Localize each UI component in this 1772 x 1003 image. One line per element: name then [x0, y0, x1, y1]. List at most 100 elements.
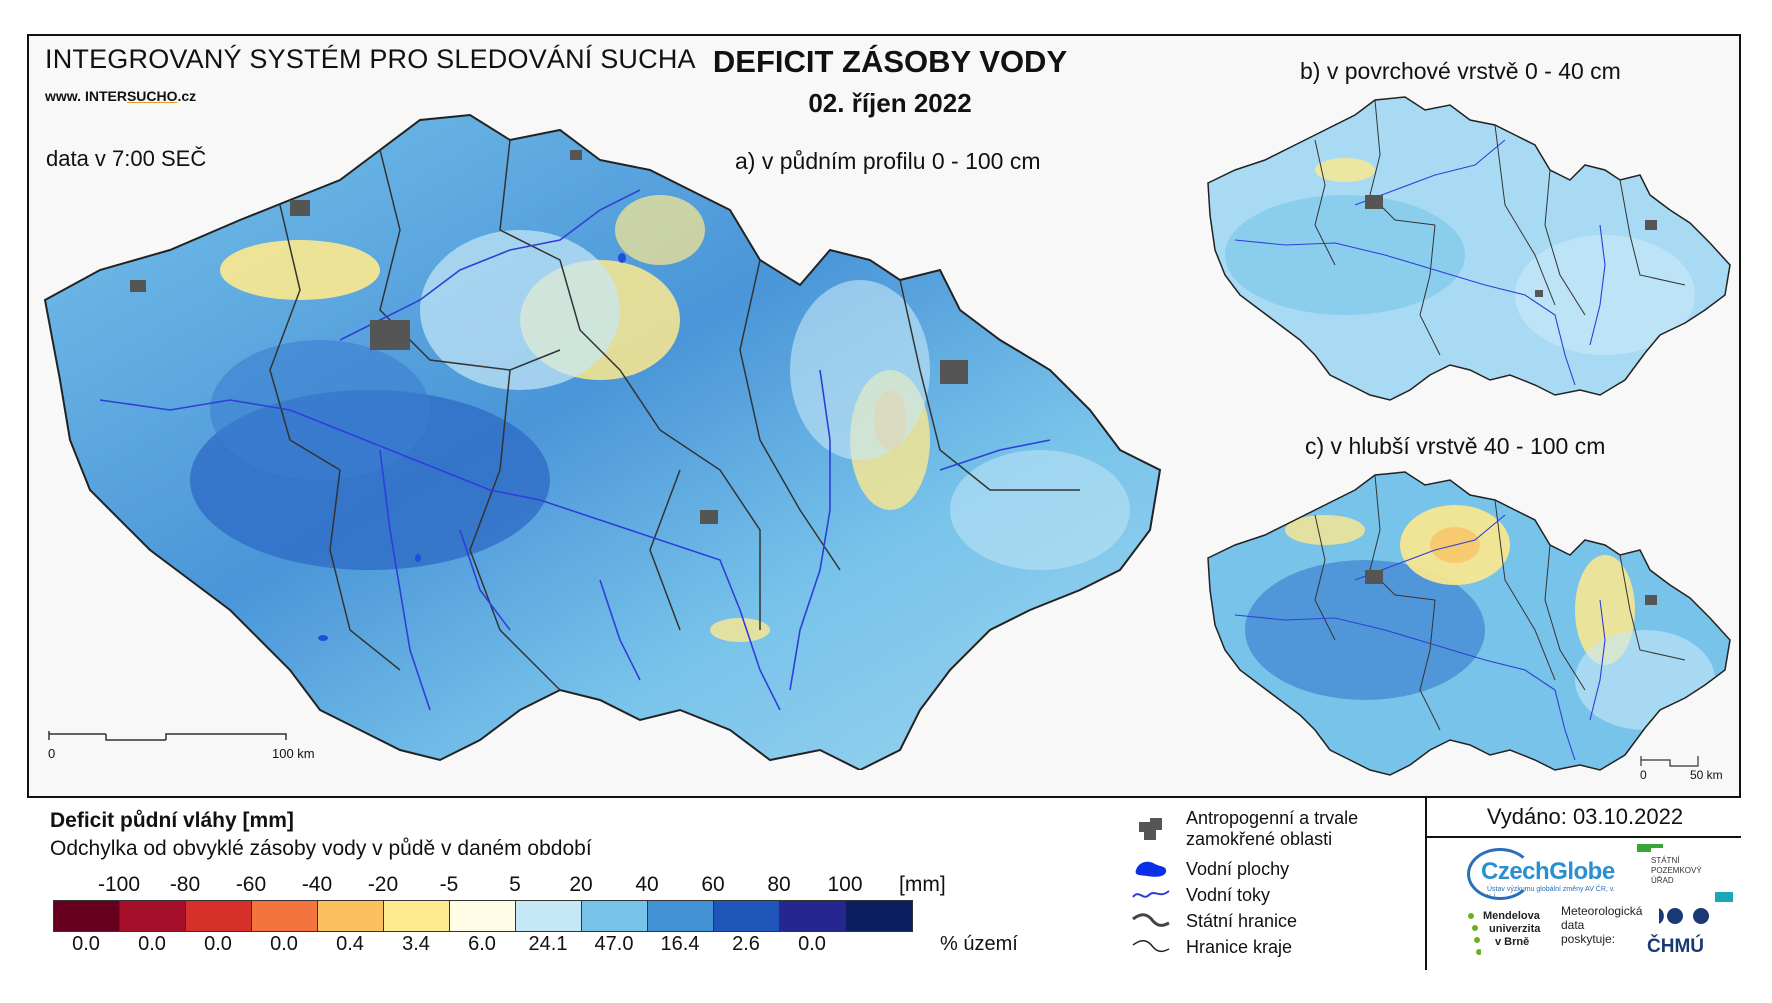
legend-break-label: 100 — [827, 873, 863, 896]
meteo-line3: poskytuje: — [1561, 932, 1616, 946]
surface-map — [1207, 96, 1731, 401]
deep-map — [1207, 471, 1731, 776]
legend-percent: 47.0 — [594, 933, 634, 955]
issued-panel: Vydáno: 03.10.2022 CzechGlobe Ústav výzk… — [1425, 796, 1741, 970]
legend-subtitle: Odchylka od obvyklé zásoby vody v půdě v… — [50, 837, 592, 860]
legend-break-label: 80 — [767, 873, 791, 896]
main-rivers — [99, 189, 1051, 711]
legend-percent: 3.4 — [402, 933, 430, 955]
meteo-line1: Meteorologická — [1561, 904, 1643, 918]
legend-break-label: 20 — [569, 873, 593, 896]
legend-swatch — [120, 901, 186, 931]
legend-break-label: -60 — [235, 873, 267, 896]
symbol-region-border: Hranice kraje — [1130, 934, 1292, 960]
legend-percent: 0.0 — [72, 933, 100, 955]
legend-swatches — [53, 900, 913, 932]
legend-swatch — [648, 901, 714, 931]
legend-break-label: -40 — [301, 873, 333, 896]
legend-panel — [27, 796, 1741, 970]
map-date: 02. říjen 2022 — [808, 88, 972, 118]
legend-percent: 0.0 — [798, 933, 826, 955]
legend-percent: 24.1 — [528, 933, 568, 955]
symbol-state-border-label: Státní hranice — [1186, 910, 1298, 931]
main-water-bodies — [318, 253, 626, 641]
surface-map-label: b) v povrchové vrstvě 0 - 40 cm — [1300, 58, 1621, 84]
main-state-border — [43, 113, 1162, 770]
legend-percent: 16.4 — [660, 933, 700, 955]
legend-break-label: -100 — [97, 873, 141, 896]
legend-break-label: 40 — [635, 873, 659, 896]
mendel-line1: Mendelova — [1483, 910, 1540, 922]
spu-line3: ÚŘAD — [1651, 876, 1674, 885]
symbol-water: Vodní plochy — [1130, 856, 1289, 882]
czechglobe-text: CzechGlobe — [1481, 858, 1615, 885]
main-map-raster — [45, 115, 1160, 770]
small-scale-end: 50 km — [1690, 768, 1723, 782]
legend-swatch — [186, 901, 252, 931]
main-urban-areas — [130, 150, 968, 524]
legend-percent: 6.0 — [468, 933, 496, 955]
main-map — [43, 113, 1162, 770]
mendel-line2: univerzita — [1489, 923, 1541, 935]
symbol-streams: Vodní toky — [1130, 882, 1270, 908]
legend-break-label: -80 — [169, 873, 201, 896]
legend-percent-unit: % území — [940, 933, 1018, 955]
small-scale-start: 0 — [1640, 768, 1647, 782]
legend-title: Deficit půdní vláhy [mm] — [50, 809, 294, 832]
spu-line2: POZEMKOVÝ — [1651, 866, 1702, 875]
legend-break-label: 5 — [509, 873, 521, 896]
small-scale-bar — [1640, 756, 1699, 767]
legend-swatch — [54, 901, 120, 931]
website-sucho: SUCHO — [126, 88, 178, 104]
legend-percent: 0.0 — [270, 933, 298, 955]
main-map-label: a) v půdním profilu 0 - 100 cm — [735, 148, 1041, 174]
czechglobe-logo: CzechGlobe Ústav výzkumu globální změny … — [1467, 848, 1617, 900]
website-inter: INTER — [84, 88, 127, 104]
website-prefix: www. — [45, 88, 82, 104]
mendel-university-logo: Mendelova univerzita v Brně — [1467, 910, 1557, 966]
spu-line1: STÁTNÍ — [1651, 856, 1680, 865]
legend-swatch — [516, 901, 582, 931]
legend-swatch — [582, 901, 648, 931]
symbol-streams-label: Vodní toky — [1186, 884, 1271, 905]
chmu-emblem — [1659, 908, 1709, 924]
mendel-line3: v Brně — [1495, 936, 1530, 948]
data-time-label: data v 7:00 SEČ — [46, 146, 207, 171]
symbol-state-border: Státní hranice — [1130, 908, 1297, 934]
meteo-line2: data — [1561, 918, 1585, 932]
website-link[interactable]: www. INTERSUCHO.cz — [45, 88, 196, 104]
chmu-logo: Meteorologická data poskytuje: ČHMÚ — [1561, 904, 1731, 964]
urban-icon — [1130, 816, 1172, 842]
website-suffix: .cz — [177, 88, 197, 104]
map-title: DEFICIT ZÁSOBY VODY — [712, 44, 1068, 79]
main-scale-end: 100 km — [272, 746, 315, 761]
legend-swatch — [450, 901, 516, 931]
legend-percent: 0.0 — [204, 933, 232, 955]
legend-swatch — [780, 901, 846, 931]
water-body-icon — [1130, 856, 1172, 882]
legend-percent: 0.0 — [138, 933, 166, 955]
system-title: INTEGROVANÝ SYSTÉM PRO SLEDOVÁNÍ SUCHA — [45, 44, 696, 74]
legend-swatch — [252, 901, 318, 931]
main-scale-start: 0 — [48, 746, 56, 761]
region-border-icon — [1130, 934, 1172, 960]
chmu-text: ČHMÚ — [1647, 936, 1704, 957]
issued-date: Vydáno: 03.10.2022 — [1486, 804, 1684, 829]
czechglobe-subtext: Ústav výzkumu globální změny AV ČR, v. v… — [1487, 886, 1615, 900]
legend-percent: 0.4 — [336, 933, 364, 955]
legend-break-label: -5 — [439, 873, 459, 896]
deep-map-label: c) v hlubší vrstvě 40 - 100 cm — [1305, 433, 1606, 459]
legend-swatch — [318, 901, 384, 931]
symbol-urban-label: Antropogenní a trvale zamokřené oblasti — [1186, 808, 1359, 849]
legend-swatch — [384, 901, 450, 931]
symbol-region-border-label: Hranice kraje — [1186, 936, 1293, 957]
state-border-icon — [1130, 908, 1172, 934]
main-scale-bar — [48, 731, 287, 741]
legend-break-label: -20 — [367, 873, 399, 896]
legend-break-label: 60 — [701, 873, 725, 896]
legend-swatch — [846, 901, 912, 931]
stream-icon — [1130, 882, 1172, 908]
legend-percent: 2.6 — [732, 933, 760, 955]
symbol-water-label: Vodní plochy — [1186, 858, 1290, 879]
legend-unit: [mm] — [899, 873, 946, 896]
